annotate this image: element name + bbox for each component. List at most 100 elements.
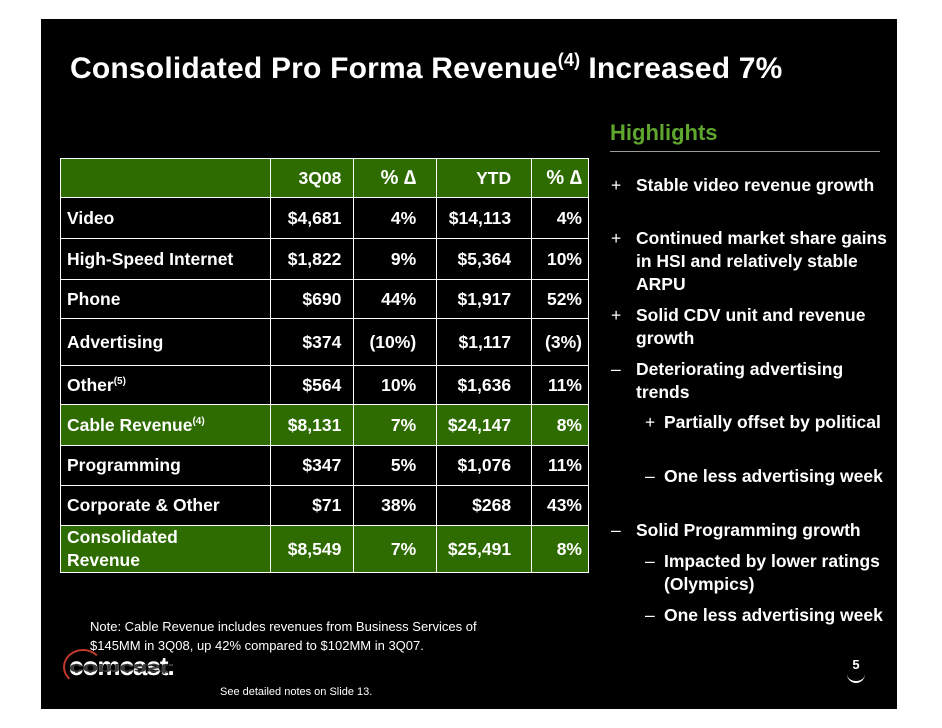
highlight-subitem: – One less advertising week [645, 465, 889, 488]
row-label: Corporate & Other [59, 485, 272, 526]
row-3q08: $8,549 [270, 525, 355, 573]
table-row: Corporate & Other $71 38% $268 43% [59, 485, 589, 526]
highlight-text: One less advertising week [664, 466, 883, 486]
row-ytd: $24,147 [436, 404, 533, 446]
row-label: Video [59, 197, 272, 239]
header-pct-change-ytd: % ∆ [531, 158, 589, 198]
comcast-logo: comcast. comcast. [63, 649, 175, 685]
row-pct-ytd: 11% [531, 365, 589, 405]
row-pct-ytd: 8% [531, 525, 589, 573]
row-pct-ytd: 52% [531, 279, 589, 319]
title-main: Consolidated Pro Forma Revenue [70, 52, 558, 85]
row-label: Consolidated Revenue [59, 525, 272, 573]
highlight-item: – Deteriorating advertising trends [611, 358, 889, 404]
table-row: Advertising $374 (10%) $1,117 (3%) [59, 318, 589, 366]
highlight-item: + Stable video revenue growth [611, 174, 889, 197]
row-3q08: $564 [270, 365, 355, 405]
row-label: Other(5) [59, 365, 272, 405]
row-label: High-Speed Internet [59, 238, 272, 280]
plus-marker: + [611, 228, 622, 248]
row-pct-ytd: 8% [531, 404, 589, 446]
table-row: Other(5) $564 10% $1,636 11% [59, 365, 589, 405]
row-3q08: $1,822 [270, 238, 355, 280]
highlights-divider [610, 151, 880, 152]
row-pct-ytd: 11% [531, 445, 589, 486]
footer-note: See detailed notes on Slide 13. [220, 686, 373, 698]
slide-title: Consolidated Pro Forma Revenue(4) Increas… [70, 50, 783, 86]
row-ytd: $14,113 [436, 197, 533, 239]
row-pct-q: 44% [353, 279, 438, 319]
header-ytd: YTD [436, 158, 533, 198]
plus-marker: + [645, 412, 656, 432]
row-label: Advertising [59, 318, 272, 366]
minus-marker: – [611, 359, 621, 379]
logo-reflection: comcast. [69, 660, 174, 678]
row-pct-ytd: 10% [531, 238, 589, 280]
row-ytd: $1,076 [436, 445, 533, 486]
logo-wordmark: comcast. [69, 651, 175, 681]
highlight-subitem: + Partially offset by political [645, 411, 889, 434]
header-label-cell [59, 158, 272, 198]
highlight-text: Solid Programming growth [636, 520, 861, 540]
highlights-heading: Highlights [610, 120, 718, 145]
row-ytd: $25,491 [436, 525, 533, 573]
highlight-text: One less advertising week [664, 605, 883, 625]
plus-marker: + [611, 305, 622, 325]
minus-marker: – [645, 551, 655, 571]
table-row: Phone $690 44% $1,917 52% [59, 279, 589, 319]
row-pct-q: 7% [353, 404, 438, 446]
cable-revenue-note: Note: Cable Revenue includes revenues fr… [90, 617, 477, 655]
row-label: Cable Revenue(4) [59, 404, 272, 446]
row-ytd: $5,364 [436, 238, 533, 280]
highlight-subitem: – One less advertising week [645, 604, 889, 627]
row-3q08: $71 [270, 485, 355, 526]
highlight-text: Deteriorating advertising trends [636, 359, 844, 402]
row-ytd: $268 [436, 485, 533, 526]
table-row: Video $4,681 4% $14,113 4% [59, 197, 589, 239]
highlight-text: Continued market share gains in HSI and … [636, 228, 887, 294]
row-3q08: $347 [270, 445, 355, 486]
row-pct-ytd: 43% [531, 485, 589, 526]
row-pct-q: 38% [353, 485, 438, 526]
table-row-cable-revenue: Cable Revenue(4) $8,131 7% $24,147 8% [59, 404, 589, 446]
row-pct-ytd: 4% [531, 197, 589, 239]
logo-ring-icon [63, 649, 103, 685]
smile-icon [847, 672, 865, 683]
row-pct-ytd: (3%) [531, 318, 589, 366]
header-3q08: 3Q08 [270, 158, 355, 198]
highlight-item: – Solid Programming growth [611, 519, 889, 542]
highlight-text: Solid CDV unit and revenue growth [636, 305, 866, 348]
table-row-consolidated-revenue: Consolidated Revenue $8,549 7% $25,491 8% [59, 525, 589, 573]
page-number: 5 [852, 657, 860, 672]
highlight-text: Partially offset by political [664, 412, 881, 432]
row-3q08: $8,131 [270, 404, 355, 446]
note-line-2: $145MM in 3Q08, up 42% compared to $102M… [90, 638, 424, 653]
row-pct-q: (10%) [353, 318, 438, 366]
header-pct-change-quarter: % ∆ [353, 158, 438, 198]
highlight-text: Impacted by lower ratings (Olympics) [664, 551, 880, 594]
row-3q08: $690 [270, 279, 355, 319]
row-pct-q: 5% [353, 445, 438, 486]
table-row: Programming $347 5% $1,076 11% [59, 445, 589, 486]
row-label: Programming [59, 445, 272, 486]
row-pct-q: 7% [353, 525, 438, 573]
highlight-subitem: – Impacted by lower ratings (Olympics) [645, 550, 889, 596]
plus-marker: + [611, 175, 622, 195]
slide: Consolidated Pro Forma Revenue(4) Increas… [41, 19, 897, 709]
title-footnote: (4) [557, 50, 581, 70]
row-ytd: $1,917 [436, 279, 533, 319]
row-pct-q: 4% [353, 197, 438, 239]
minus-marker: – [611, 520, 621, 540]
revenue-table: 3Q08 % ∆ YTD % ∆ Video $4,681 4% $14,113… [59, 158, 589, 573]
row-label: Phone [59, 279, 272, 319]
row-ytd: $1,636 [436, 365, 533, 405]
table-header-row: 3Q08 % ∆ YTD % ∆ [59, 158, 589, 198]
row-pct-q: 10% [353, 365, 438, 405]
highlight-text: Stable video revenue growth [636, 175, 875, 195]
note-line-1: Note: Cable Revenue includes revenues fr… [90, 619, 477, 634]
minus-marker: – [645, 466, 655, 486]
table-row: High-Speed Internet $1,822 9% $5,364 10% [59, 238, 589, 280]
row-ytd: $1,117 [436, 318, 533, 366]
title-tail: Increased 7% [588, 52, 783, 85]
highlight-item: + Continued market share gains in HSI an… [611, 227, 889, 296]
